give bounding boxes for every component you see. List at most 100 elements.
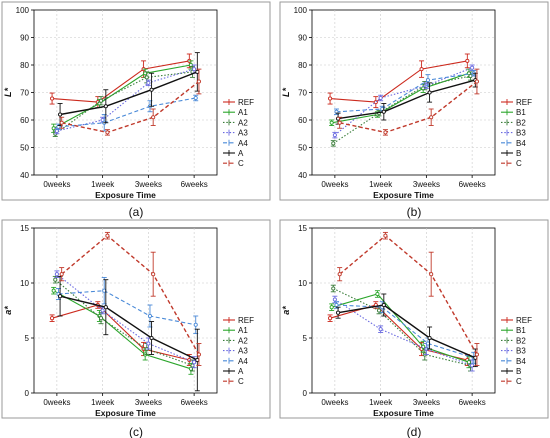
y-tick-label: 90 <box>20 34 29 43</box>
data-point <box>419 67 424 72</box>
legend-item-b2: B2 <box>501 336 526 345</box>
data-point <box>102 288 107 293</box>
legend-label: REF <box>516 98 532 107</box>
series-line <box>339 234 478 355</box>
data-point <box>144 75 149 80</box>
plot-area <box>33 9 218 176</box>
data-point <box>332 133 337 138</box>
chart-panel-b: 40 50 60 70 80 90 100 0weeks 1week 3weeks 6weeks Ex… <box>279 1 549 201</box>
legend-label: B4 <box>516 357 526 366</box>
legend-item-b3: B3 <box>501 347 526 356</box>
data-point <box>50 316 55 321</box>
legend-label: A2 <box>238 118 248 127</box>
series-ref <box>327 53 470 109</box>
legend-item-ref: REF <box>223 98 254 107</box>
y-tick-label: 70 <box>298 89 307 98</box>
data-point <box>429 272 434 277</box>
series-line <box>61 80 200 134</box>
data-point <box>427 335 432 341</box>
data-point <box>196 352 201 357</box>
x-tick-label: 6weeks <box>181 398 208 407</box>
data-point <box>466 360 471 365</box>
data-point <box>59 120 64 125</box>
panel-caption-b: (b) <box>407 205 422 219</box>
y-tick-label: 70 <box>20 89 29 98</box>
legend-label: B3 <box>516 129 526 138</box>
data-point <box>149 87 154 92</box>
legend-item-a: A <box>223 367 244 376</box>
data-point <box>151 272 156 277</box>
legend-item-b3: B3 <box>501 129 526 138</box>
legend-item-a3: A3 <box>223 129 248 138</box>
series-a3 <box>54 270 197 369</box>
data-point <box>465 58 470 63</box>
data-point <box>98 316 104 321</box>
x-axis-label: Exposure Time <box>373 190 434 200</box>
y-tick-label: 100 <box>16 6 30 15</box>
y-tick-label: 10 <box>20 279 29 288</box>
series-line <box>53 290 192 370</box>
legend-item-ref: REF <box>501 98 532 107</box>
legend-label: B4 <box>516 139 526 148</box>
data-point <box>53 277 58 282</box>
data-point <box>474 79 479 84</box>
legend-item-b2: B2 <box>501 118 526 127</box>
x-tick-label: 6weeks <box>459 180 486 189</box>
plot-area <box>33 227 218 394</box>
data-point <box>192 67 197 72</box>
series-a <box>57 52 200 126</box>
legend-item-b1: B1 <box>501 326 526 335</box>
series-c <box>337 68 480 136</box>
legend-item-ref: REF <box>223 316 254 325</box>
data-point <box>149 335 154 341</box>
legend-label: A1 <box>238 108 248 117</box>
legend-item-b1: B1 <box>501 108 526 117</box>
legend-label: REF <box>238 316 254 325</box>
x-tick-label: 0weeks <box>321 398 348 407</box>
x-tick-label: 1week <box>91 180 115 189</box>
y-tick-label: 90 <box>298 34 307 43</box>
y-tick-label: 50 <box>298 144 307 153</box>
legend-label: A4 <box>238 357 248 366</box>
x-axis-label: Exposure Time <box>95 408 156 418</box>
data-point <box>383 130 388 135</box>
x-tick-label: 1week <box>369 180 393 189</box>
legend-label: B3 <box>516 347 526 356</box>
y-axis-label: a* <box>281 306 291 315</box>
data-point <box>429 115 434 120</box>
data-point <box>195 69 200 74</box>
x-tick-label: 3weeks <box>135 398 162 407</box>
series-line <box>334 67 473 136</box>
data-point <box>332 297 337 302</box>
data-point <box>147 313 153 319</box>
y-tick-label: 60 <box>298 116 307 125</box>
x-axis-label: Exposure Time <box>95 190 156 200</box>
legend-label: C <box>516 377 522 386</box>
series-c <box>337 231 480 366</box>
data-point <box>59 272 64 277</box>
y-tick-label: 40 <box>20 171 29 180</box>
y-tick-label: 0 <box>303 389 308 398</box>
legend-item-a3: A3 <box>223 347 248 356</box>
legend-item-ref: REF <box>501 316 532 325</box>
series-line <box>56 273 195 363</box>
y-tick-label: 80 <box>298 61 307 70</box>
y-tick-label: 0 <box>25 389 30 398</box>
y-tick-label: 5 <box>303 334 308 343</box>
series-line <box>54 279 193 367</box>
legend-item-b: B <box>501 149 521 158</box>
series-line <box>59 295 198 361</box>
series-b4 <box>333 301 477 364</box>
series-line <box>58 290 196 326</box>
y-tick-label: 50 <box>20 144 29 153</box>
legend-label: A <box>238 367 244 376</box>
legend-label: REF <box>516 316 532 325</box>
data-point <box>376 308 382 313</box>
y-tick-label: 15 <box>20 224 29 233</box>
x-tick-label: 3weeks <box>135 180 162 189</box>
x-tick-label: 6weeks <box>181 180 208 189</box>
legend-label: A3 <box>238 129 248 138</box>
data-point <box>331 141 336 146</box>
legend-label: A4 <box>238 139 248 148</box>
